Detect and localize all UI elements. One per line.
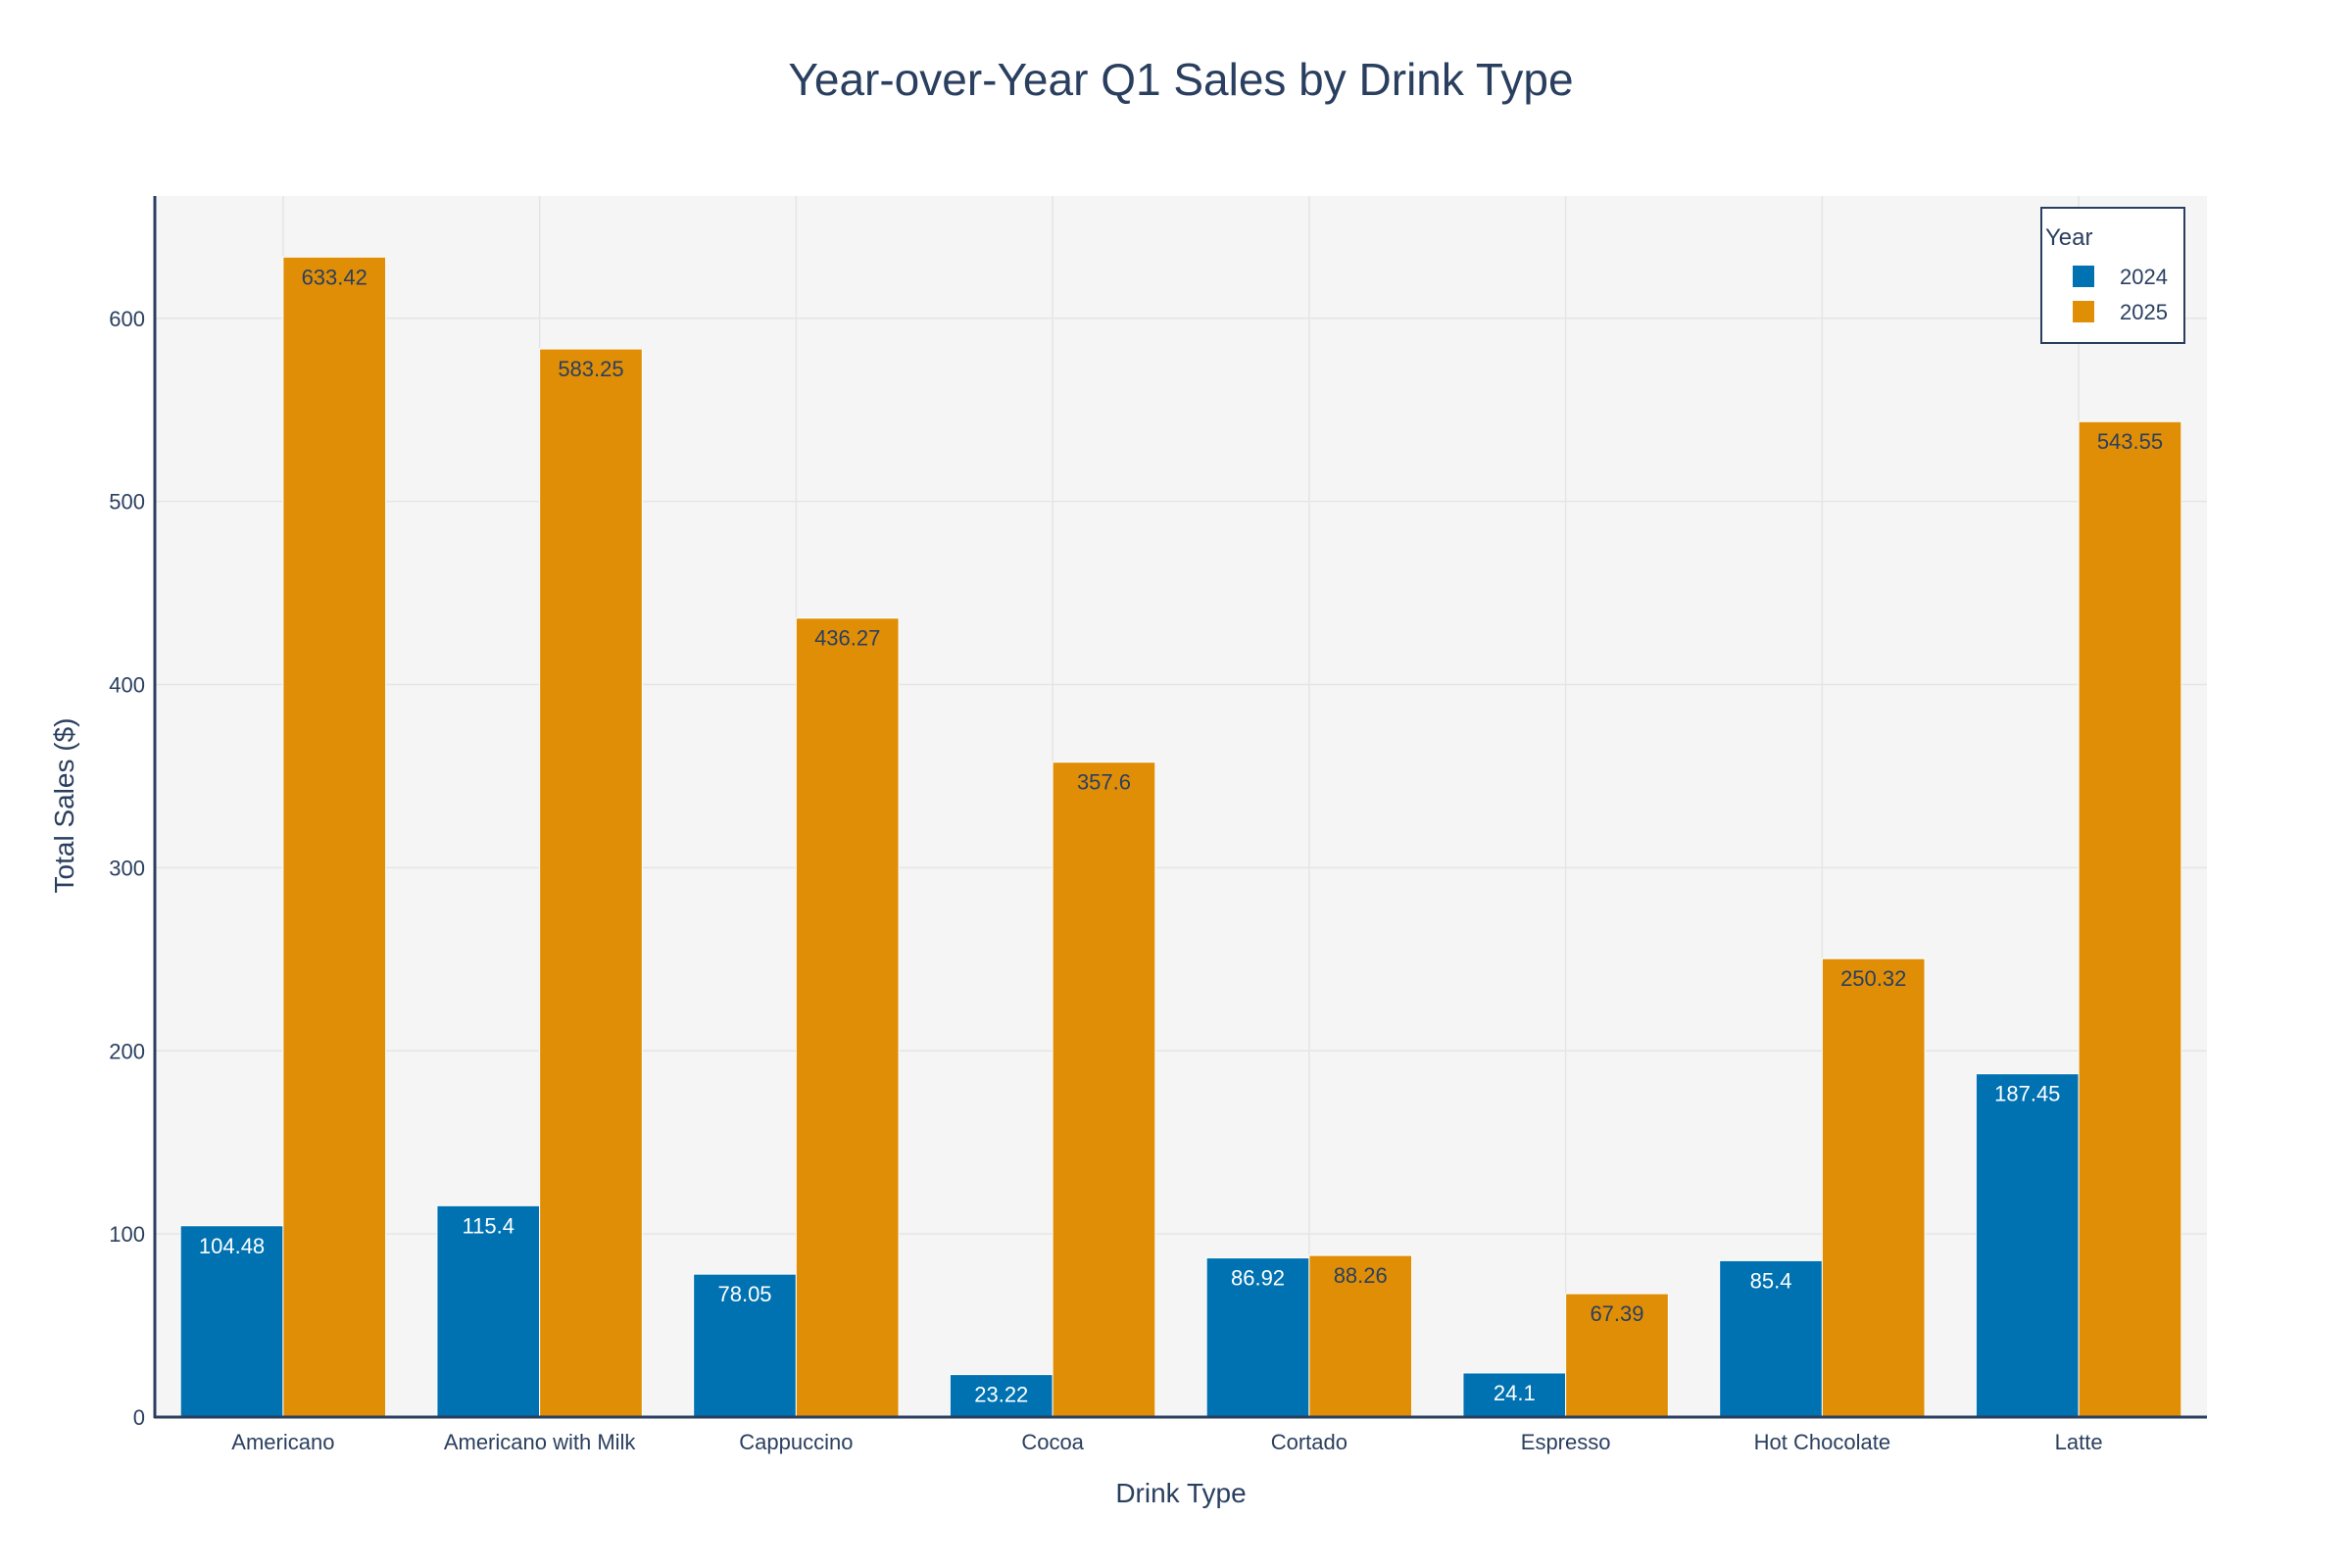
- bar-2024-americano: [179, 1225, 284, 1418]
- y-tick-label: 100: [109, 1222, 145, 1247]
- bar-2024-hot-chocolate: [1719, 1259, 1823, 1418]
- bar-value-label: 250.32: [1840, 966, 1906, 991]
- bar-value-label: 104.48: [199, 1234, 265, 1258]
- bar-value-label: 187.45: [1994, 1082, 2060, 1106]
- legend: Year 2024 2025: [2040, 207, 2185, 344]
- bar-value-label: 357.6: [1077, 770, 1131, 795]
- bar-2025-latte: [2078, 420, 2182, 1418]
- bar-value-label: 633.42: [302, 265, 368, 289]
- x-tick-label: Cappuccino: [739, 1430, 853, 1454]
- x-tick-label: Americano: [231, 1430, 334, 1454]
- legend-label-2024[interactable]: 2024: [2120, 265, 2168, 289]
- y-tick-label: 600: [109, 307, 145, 331]
- x-tick-label: Hot Chocolate: [1754, 1430, 1890, 1454]
- bar-value-label: 115.4: [463, 1213, 514, 1238]
- x-axis-title: Drink Type: [1115, 1478, 1246, 1508]
- bar-value-label: 583.25: [558, 357, 623, 381]
- bar-2025-cocoa: [1052, 761, 1156, 1418]
- bar-value-label: 85.4: [1750, 1268, 1792, 1293]
- bar-2025-americano-with-milk: [539, 348, 643, 1418]
- bar-value-label: 88.26: [1334, 1263, 1388, 1288]
- bars: [179, 256, 2182, 1418]
- bar-2025-cappuccino: [795, 617, 900, 1418]
- bar-2024-cappuccino: [693, 1273, 797, 1418]
- x-tick-label: Americano with Milk: [444, 1430, 637, 1454]
- y-axis-title: Total Sales ($): [49, 718, 79, 894]
- bar-value-label: 23.22: [974, 1383, 1028, 1407]
- bar-value-label: 78.05: [717, 1282, 771, 1306]
- bar-value-labels: 104.48 115.4 78.05 23.22 86.92 24.1 85.4 187.45…: [199, 265, 2163, 1406]
- bar-value-label: 436.27: [814, 626, 880, 651]
- y-tick-label: 0: [133, 1405, 145, 1430]
- legend-title: Year: [2045, 224, 2093, 251]
- y-tick-label: 200: [109, 1039, 145, 1063]
- chart-title: Year-over-Year Q1 Sales by Drink Type: [788, 54, 1573, 105]
- bar-2024-americano-with-milk: [436, 1204, 541, 1418]
- axes: 0 100 200 300 400 500 600 Americano Americano wi…: [109, 196, 2207, 1454]
- x-tick-label: Latte: [2055, 1430, 2103, 1454]
- y-tick-label: 300: [109, 856, 145, 880]
- x-tick-label: Espresso: [1521, 1430, 1611, 1454]
- legend-swatch-2025[interactable]: [2073, 301, 2094, 322]
- bar-2025-americano: [282, 256, 387, 1418]
- y-tick-label: 400: [109, 673, 145, 698]
- bar-2024-cortado: [1205, 1257, 1310, 1418]
- legend-label-2025[interactable]: 2025: [2120, 300, 2168, 324]
- y-tick-label: 500: [109, 490, 145, 514]
- legend-box: [2040, 207, 2185, 344]
- bar-value-label: 543.55: [2097, 429, 2163, 454]
- bar-2024-latte: [1975, 1073, 2080, 1418]
- x-tick-label: Cocoa: [1021, 1430, 1084, 1454]
- bar-2025-hot-chocolate: [1821, 957, 1926, 1418]
- bar-value-label: 67.39: [1590, 1301, 1643, 1326]
- bar-value-label: 86.92: [1231, 1266, 1285, 1291]
- legend-swatch-2024[interactable]: [2073, 266, 2094, 287]
- bar-2025-cortado: [1308, 1254, 1413, 1418]
- x-tick-label: Cortado: [1271, 1430, 1348, 1454]
- bar-value-label: 24.1: [1494, 1381, 1536, 1405]
- bar-2025-espresso: [1565, 1293, 1669, 1418]
